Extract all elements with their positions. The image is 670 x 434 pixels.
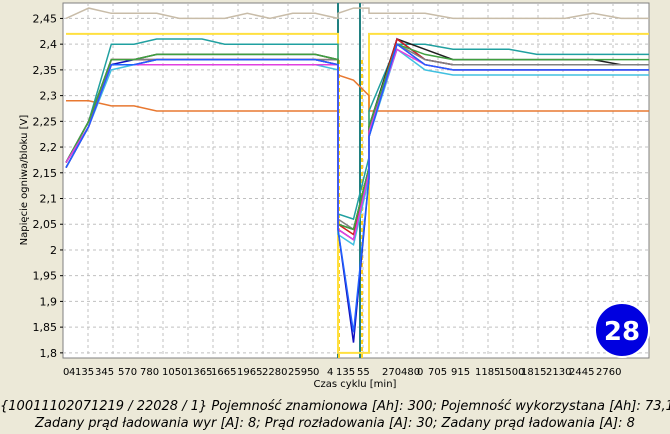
- x-tick-label: 0: [313, 367, 319, 378]
- y-tick-label: 1,85: [33, 321, 58, 334]
- x-tick-label: 1665: [211, 367, 236, 378]
- x-tick-label: 2595: [288, 367, 313, 378]
- x-tick-label: 4: [327, 367, 333, 378]
- series-line: [65, 7, 649, 20]
- y-tick-label: 2: [50, 244, 57, 257]
- x-tick-label: 1185: [475, 367, 500, 378]
- cell-number-badge: 28: [594, 302, 650, 358]
- x-tick-label: 570: [118, 367, 137, 378]
- y-axis-label: Napięcie ogniwa/bloku [V]: [19, 115, 30, 246]
- x-tick-label: 915: [451, 367, 470, 378]
- voltage-chart: 1,8 1,85 1,9 1,95 2 2,05 2,1 2,15 2,2 2,25 2,3 2,35…: [19, 2, 650, 390]
- x-axis-label: Czas cyklu [min]: [314, 379, 397, 390]
- y-ticks: 1,8 1,85 1,9 1,95 2 2,05 2,1 2,15 2,2 2,25 2,3 2,35…: [33, 12, 63, 360]
- series-line: [65, 42, 649, 333]
- x-tick-label: 2130: [546, 367, 571, 378]
- x-tick-label: 1500: [499, 367, 524, 378]
- x-tick-label: 345: [95, 367, 114, 378]
- plot-area: [62, 2, 650, 359]
- x-tick-label: 0: [63, 367, 69, 378]
- y-tick-label: 2,45: [33, 12, 58, 25]
- x-tick-label: 135: [336, 367, 355, 378]
- x-tick-label: 480: [401, 367, 420, 378]
- chart-panel: 1,8 1,85 1,9 1,95 2 2,05 2,1 2,15 2,2 2,25 2,3 2,35…: [19, 2, 650, 390]
- x-tick-label: 780: [140, 367, 159, 378]
- y-tick-label: 2,05: [33, 218, 58, 231]
- y-tick-label: 2,3: [40, 90, 58, 103]
- badge-circle: [594, 302, 650, 358]
- caption-line-1: {10011102071219 / 22028 / 1} Pojemność z…: [0, 399, 670, 414]
- x-tick-label: 1050: [162, 367, 187, 378]
- x-tick-label: 55: [357, 367, 370, 378]
- x-tick-label: 0: [417, 367, 423, 378]
- x-tick-label: 2445: [569, 367, 594, 378]
- x-tick-label: 705: [428, 367, 447, 378]
- y-tick-label: 2,1: [40, 193, 58, 206]
- caption-line-2: Zadany prąd ładowania wyr [A]: 8; Prąd r…: [35, 416, 635, 431]
- y-tick-label: 2,4: [40, 38, 58, 51]
- x-tick-label: 4: [69, 367, 75, 378]
- y-tick-label: 1,9: [40, 295, 58, 308]
- badge-number: 28: [604, 317, 640, 347]
- x-tick-label: 2760: [596, 367, 621, 378]
- y-tick-label: 2,25: [33, 115, 58, 128]
- x-tick-label: 270: [382, 367, 401, 378]
- series-layer: [65, 7, 649, 354]
- y-tick-label: 1,8: [40, 347, 58, 360]
- y-tick-label: 2,2: [40, 141, 58, 154]
- x-tick-label: 1365: [187, 367, 212, 378]
- x-tick-label: 2280: [262, 367, 287, 378]
- series-line: [66, 32, 649, 354]
- x-tick-label: 1965: [237, 367, 262, 378]
- y-tick-label: 1,95: [33, 270, 58, 283]
- x-tick-label: 135: [75, 367, 94, 378]
- x-tick-label: 1815: [521, 367, 546, 378]
- y-tick-label: 2,15: [33, 167, 58, 180]
- y-tick-label: 2,35: [33, 64, 58, 77]
